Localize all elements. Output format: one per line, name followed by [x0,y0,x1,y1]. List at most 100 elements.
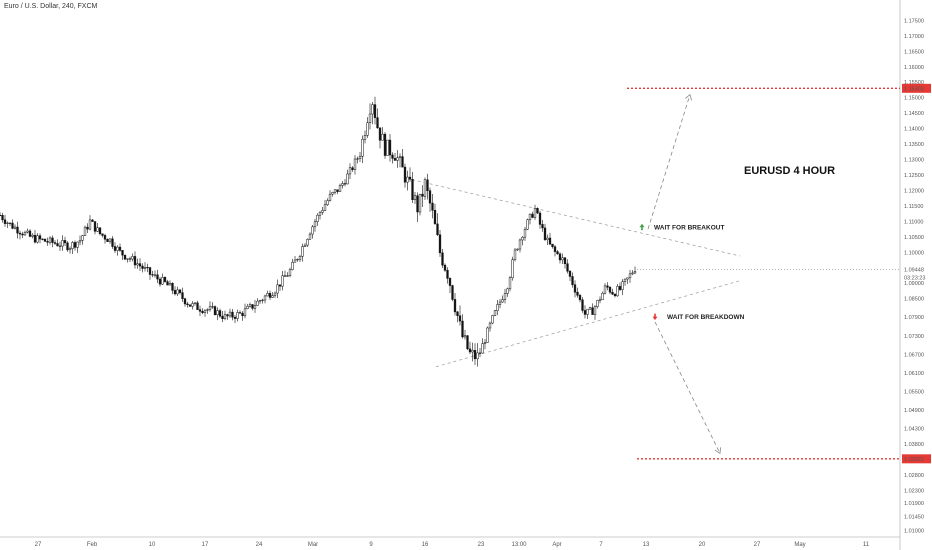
candle-body [616,286,619,297]
candle-body [181,292,184,299]
candle-body [156,274,159,280]
price-tick-label: 1.11000 [904,219,923,225]
candle-body [401,156,404,168]
candle-body [223,314,227,319]
candle-body [443,264,447,271]
candle-body [578,295,582,301]
candle-body [313,221,317,228]
candle-body [306,238,309,246]
candle-body [466,335,469,350]
candle-body [238,312,242,314]
time-tick-label: 20 [699,542,706,548]
price-tick-label: 1.07300 [904,334,924,340]
candle-body [586,308,589,315]
target-level-tag [902,83,931,93]
candle-body [266,293,269,297]
candle-body [176,289,179,295]
candle-body [228,311,232,317]
candle-body [141,265,144,269]
candle-body [418,193,422,213]
candle-body [463,335,467,338]
time-tick-label: 13:00 [511,542,527,548]
candle-body [233,316,237,319]
candle-body [441,252,444,266]
candle-body [558,253,562,261]
candle-body [168,283,172,286]
candle-body [118,246,122,251]
price-tick-label: 1.07900 [904,315,924,321]
candle-body [573,284,577,293]
candle-body [183,298,187,305]
price-tick-label: 1.13000 [904,158,924,164]
candle-body [378,127,382,141]
candle-body [536,208,539,214]
candle-body [116,246,119,251]
candle-body [493,310,497,316]
candle-body [251,304,254,309]
candle-body [368,113,372,123]
candle-body [508,277,512,290]
candle-body [236,312,239,319]
candle-body [323,204,327,211]
candle-body [211,306,214,308]
candle-body [81,235,84,241]
candle-body [336,189,339,192]
candle-body [521,236,524,241]
candle-body [126,258,129,260]
candle-body [86,226,89,230]
candle-body [148,267,152,275]
candle-body [481,343,484,354]
arrow-down-icon [652,313,658,321]
candle-body [298,256,302,260]
candle-body [473,350,477,360]
candle-body [206,309,209,311]
candle-body [356,158,359,160]
candle-body [416,195,419,213]
candle-body [411,179,414,201]
time-tick-label: 13 [643,542,650,548]
candle-body [556,251,559,255]
candle-body [371,104,374,115]
candle-body [201,311,204,313]
candle-body [16,226,19,234]
candle-body [591,307,594,315]
candle-body [606,285,609,288]
candle-body [386,139,389,156]
candle-body [3,219,7,224]
candle-body [131,256,134,260]
candle-body [626,277,629,280]
candle-body [258,300,262,302]
bar-countdown-label: 03:23:23 [904,275,925,281]
candle-body [633,271,637,274]
candle-body [543,227,547,240]
candle-body [546,237,549,240]
candle-body [108,238,112,242]
candle-body [56,243,59,247]
candle-body [88,219,92,230]
candle-body [503,293,507,300]
price-tick-label: 1.14500 [904,111,924,117]
candle-body [406,176,409,183]
price-tick-label: 1.16000 [904,65,924,71]
candle-body [526,219,529,230]
candle-body [436,223,439,236]
candle-body [496,304,499,311]
candle-body [98,227,102,235]
candle-body [456,311,459,316]
candle-body [528,213,532,221]
candle-body [343,183,347,185]
time-tick-label: Feb [87,542,98,548]
candle-body [293,259,297,263]
candle-body [123,254,127,260]
price-tick-label: 1.10000 [904,250,924,256]
candle-body [288,269,292,276]
candle-body [581,299,584,311]
candle-body [548,237,552,245]
annotation-text: WAIT FOR BREAKDOWN [667,314,745,321]
candle-body [58,245,62,247]
candle-body [28,230,32,237]
candle-body [451,285,454,300]
candle-body [296,258,299,261]
candle-body [286,275,289,277]
